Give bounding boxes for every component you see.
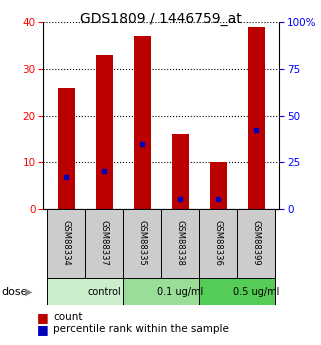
Text: ■: ■: [37, 323, 49, 336]
Bar: [199, 278, 275, 305]
Text: GSM88399: GSM88399: [252, 220, 261, 266]
Text: GSM88335: GSM88335: [138, 220, 147, 266]
Bar: [210, 162, 227, 209]
Text: GDS1809 / 1446759_at: GDS1809 / 1446759_at: [80, 12, 241, 26]
Bar: [123, 209, 161, 278]
Bar: [172, 134, 189, 209]
Text: ■: ■: [37, 311, 49, 324]
Text: 0.5 ug/ml: 0.5 ug/ml: [233, 287, 280, 296]
Bar: [57, 88, 75, 209]
Text: GSM88334: GSM88334: [62, 220, 71, 266]
Bar: [47, 209, 85, 278]
Bar: [134, 36, 151, 209]
Bar: [238, 209, 275, 278]
Text: control: control: [87, 287, 121, 296]
Bar: [161, 209, 199, 278]
Text: GSM88336: GSM88336: [214, 220, 223, 266]
Bar: [199, 209, 238, 278]
Text: count: count: [53, 313, 82, 322]
Text: GSM88338: GSM88338: [176, 220, 185, 266]
Bar: [47, 278, 123, 305]
Text: percentile rank within the sample: percentile rank within the sample: [53, 325, 229, 334]
Bar: [96, 55, 113, 209]
Bar: [85, 209, 123, 278]
Bar: [248, 27, 265, 209]
Text: 0.1 ug/ml: 0.1 ug/ml: [157, 287, 204, 296]
Text: ▶: ▶: [25, 287, 32, 296]
Bar: [123, 278, 199, 305]
Text: GSM88337: GSM88337: [100, 220, 109, 266]
Text: dose: dose: [2, 287, 28, 296]
